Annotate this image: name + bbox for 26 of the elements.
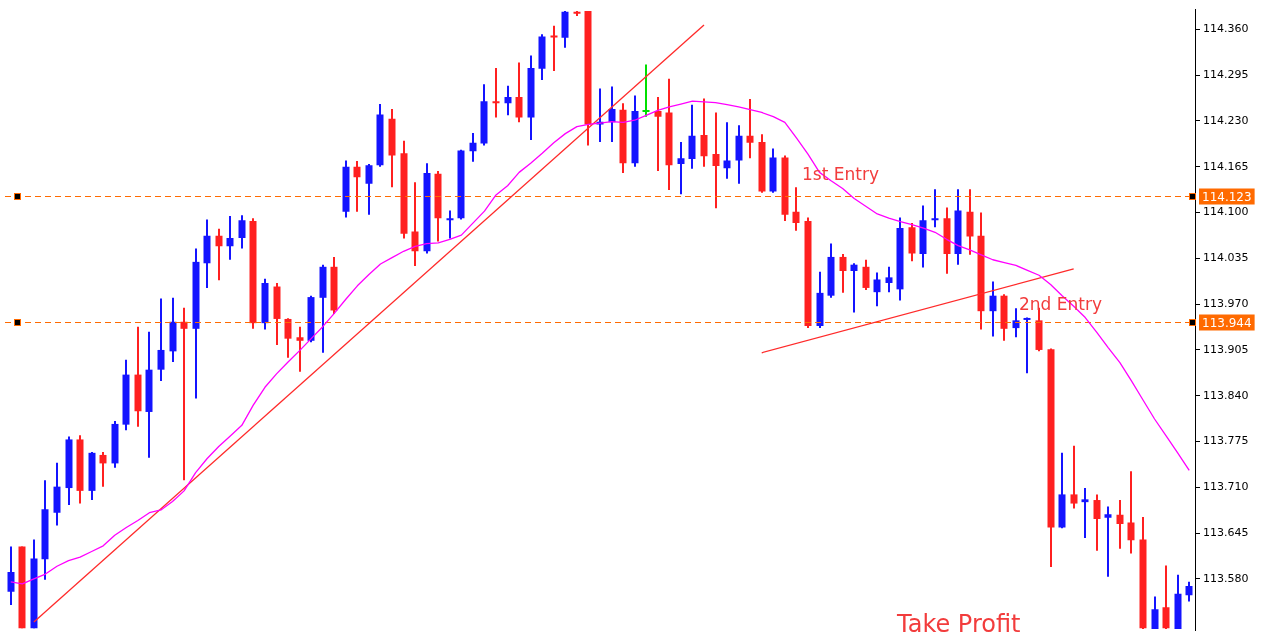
- y-tick-label: 113.775: [1203, 434, 1249, 448]
- y-tick-label: 114.230: [1203, 113, 1249, 127]
- y-tick-label: 113.905: [1203, 342, 1249, 356]
- annotation: 1st Entry: [802, 164, 879, 185]
- annotation: Take Profit: [896, 610, 1021, 639]
- ref-line-label: 114.123: [1202, 189, 1252, 204]
- candlestick: [492, 68, 500, 118]
- y-tick-label: 114.035: [1203, 251, 1249, 265]
- y-tick-label: 113.970: [1203, 297, 1249, 310]
- y-tick-label: 114.100: [1203, 205, 1249, 219]
- y-tick-label: 114.295: [1203, 67, 1249, 81]
- candlestick: [550, 25, 558, 71]
- y-tick-label: 113.710: [1203, 480, 1249, 494]
- y-tick-label: 113.645: [1203, 526, 1249, 540]
- y-tick-label: 114.360: [1203, 22, 1249, 36]
- candlestick: [180, 307, 188, 481]
- y-tick-label: 113.580: [1203, 571, 1249, 585]
- candlestick: [1023, 317, 1031, 374]
- candlestick: [446, 210, 454, 239]
- candlestick: [931, 189, 939, 228]
- candlestick: [1104, 506, 1112, 577]
- candlestick: [1081, 488, 1089, 539]
- ref-line-label: 113.944: [1202, 315, 1252, 330]
- y-tick-label: 113.840: [1203, 388, 1249, 402]
- candlestick: [654, 96, 662, 171]
- y-tick-label: 114.165: [1203, 159, 1249, 173]
